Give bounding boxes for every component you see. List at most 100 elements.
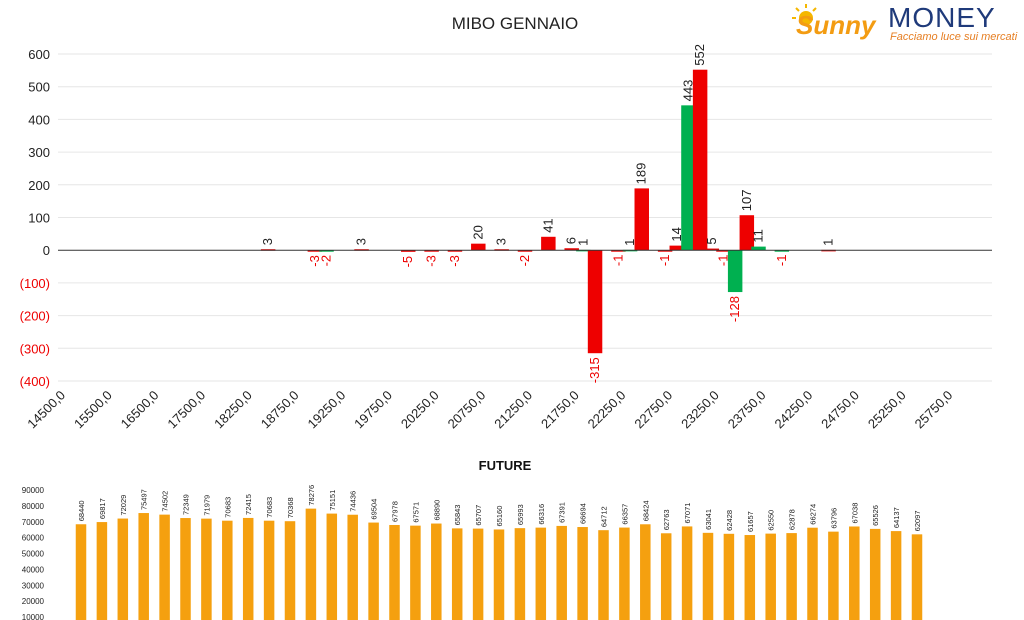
future-bar — [702, 532, 714, 620]
x-tick-label: 21750,0 — [538, 388, 582, 432]
future-bar — [598, 530, 609, 620]
data-label: 443 — [680, 80, 695, 102]
y-tick-label: (400) — [20, 374, 50, 389]
bar — [564, 248, 579, 251]
data-label: -1 — [715, 255, 730, 267]
future-bar — [410, 525, 421, 620]
future-bar — [472, 528, 484, 620]
x-tick-label: 23250,0 — [678, 388, 722, 432]
data-label: -1 — [657, 255, 672, 267]
future-data-label: 65843 — [453, 505, 462, 526]
future-y-tick-label: 50000 — [22, 550, 45, 559]
x-tick-label: 24750,0 — [818, 388, 862, 432]
future-bar — [263, 520, 275, 620]
x-tick-label: 25250,0 — [865, 388, 909, 432]
x-tick-label: 16500,0 — [118, 388, 162, 432]
future-data-label: 62428 — [725, 510, 734, 531]
future-data-label: 66316 — [537, 504, 546, 525]
data-label: 1 — [622, 239, 637, 246]
mibo-chart: MIBO GENNAIO 600 500 400 300 200 100 0 (100) (200… — [20, 14, 992, 432]
y-tick-label: 0 — [43, 243, 50, 258]
future-y-tick-label: 60000 — [22, 534, 45, 543]
future-data-label: 68440 — [77, 500, 86, 521]
future-data-label: 72415 — [244, 494, 253, 515]
data-label: 3 — [354, 238, 369, 245]
future-bar — [96, 522, 108, 620]
future-bar — [723, 533, 735, 620]
data-label: -315 — [587, 357, 602, 383]
future-data-label: 67571 — [411, 502, 420, 523]
x-tick-label: 15500,0 — [71, 388, 115, 432]
future-bar — [681, 526, 693, 620]
future-y-tick-label: 30000 — [22, 581, 45, 590]
future-bar — [577, 527, 588, 620]
future-data-label: 67978 — [391, 501, 400, 522]
y-tick-label: 200 — [28, 178, 50, 193]
future-bar — [640, 524, 651, 620]
future-bar — [744, 535, 756, 620]
future-data-label: 70683 — [265, 497, 274, 518]
future-bar — [284, 521, 296, 620]
future-data-label: 65707 — [474, 505, 483, 526]
future-bar — [368, 522, 379, 620]
data-label: 11 — [751, 229, 766, 243]
future-bar — [786, 533, 797, 620]
future-data-label: 62763 — [662, 509, 671, 530]
future-data-label: 64712 — [600, 506, 609, 527]
future-bar — [535, 527, 547, 620]
future-bar — [180, 518, 191, 620]
data-label: -3 — [424, 255, 439, 267]
future-data-label: 67071 — [683, 503, 692, 524]
future-data-label: 65160 — [495, 506, 504, 527]
future-data-label: 68424 — [641, 500, 650, 521]
y-tick-label: (200) — [20, 309, 50, 324]
future-data-label: 70683 — [223, 497, 232, 518]
data-label: -3 — [447, 255, 462, 267]
future-bar — [911, 534, 923, 620]
bar — [716, 250, 731, 252]
data-label: 14 — [669, 227, 684, 241]
data-label: 189 — [634, 163, 649, 185]
y-tick-label: 600 — [28, 47, 50, 62]
bar — [727, 250, 743, 293]
future-data-label: 63041 — [704, 509, 713, 530]
future-bar — [451, 528, 463, 620]
x-tick-label: 17500,0 — [164, 388, 208, 432]
data-label: 41 — [540, 218, 555, 232]
future-bar — [890, 531, 902, 620]
data-label: -3 — [307, 255, 322, 267]
data-label: 3 — [260, 238, 275, 245]
bar — [401, 250, 416, 252]
x-tick-label: 24250,0 — [771, 388, 815, 432]
future-bar — [660, 533, 672, 620]
y-tick-label: (100) — [20, 276, 50, 291]
x-tick-label: 14500,0 — [24, 388, 68, 432]
data-label: 1 — [821, 239, 836, 246]
x-tick-label: 21250,0 — [491, 388, 535, 432]
bar — [751, 246, 766, 251]
data-label: 3 — [494, 238, 509, 245]
data-label: -128 — [727, 296, 742, 322]
future-data-label: 66694 — [579, 503, 588, 524]
future-y-tick-label: 10000 — [22, 613, 45, 620]
data-label: -2 — [517, 255, 532, 267]
x-tick-label: 19750,0 — [351, 388, 395, 432]
future-bar — [431, 523, 442, 620]
future-data-label: 72349 — [182, 494, 191, 515]
future-y-tick-label: 90000 — [22, 486, 45, 495]
bar — [704, 248, 720, 251]
future-data-label: 67391 — [558, 502, 567, 523]
data-label: 1 — [575, 239, 590, 246]
future-bar — [326, 513, 338, 620]
future-bar — [765, 533, 776, 620]
bar — [739, 215, 755, 251]
brand-name-money: MONEY — [888, 2, 996, 33]
data-label: 6 — [564, 237, 579, 244]
future-bar — [849, 526, 860, 620]
bar — [657, 250, 673, 252]
future-bar — [556, 525, 567, 620]
data-label: 552 — [692, 44, 707, 66]
bar — [611, 250, 626, 252]
y-tick-label: 100 — [28, 211, 50, 226]
future-bar — [305, 508, 317, 620]
